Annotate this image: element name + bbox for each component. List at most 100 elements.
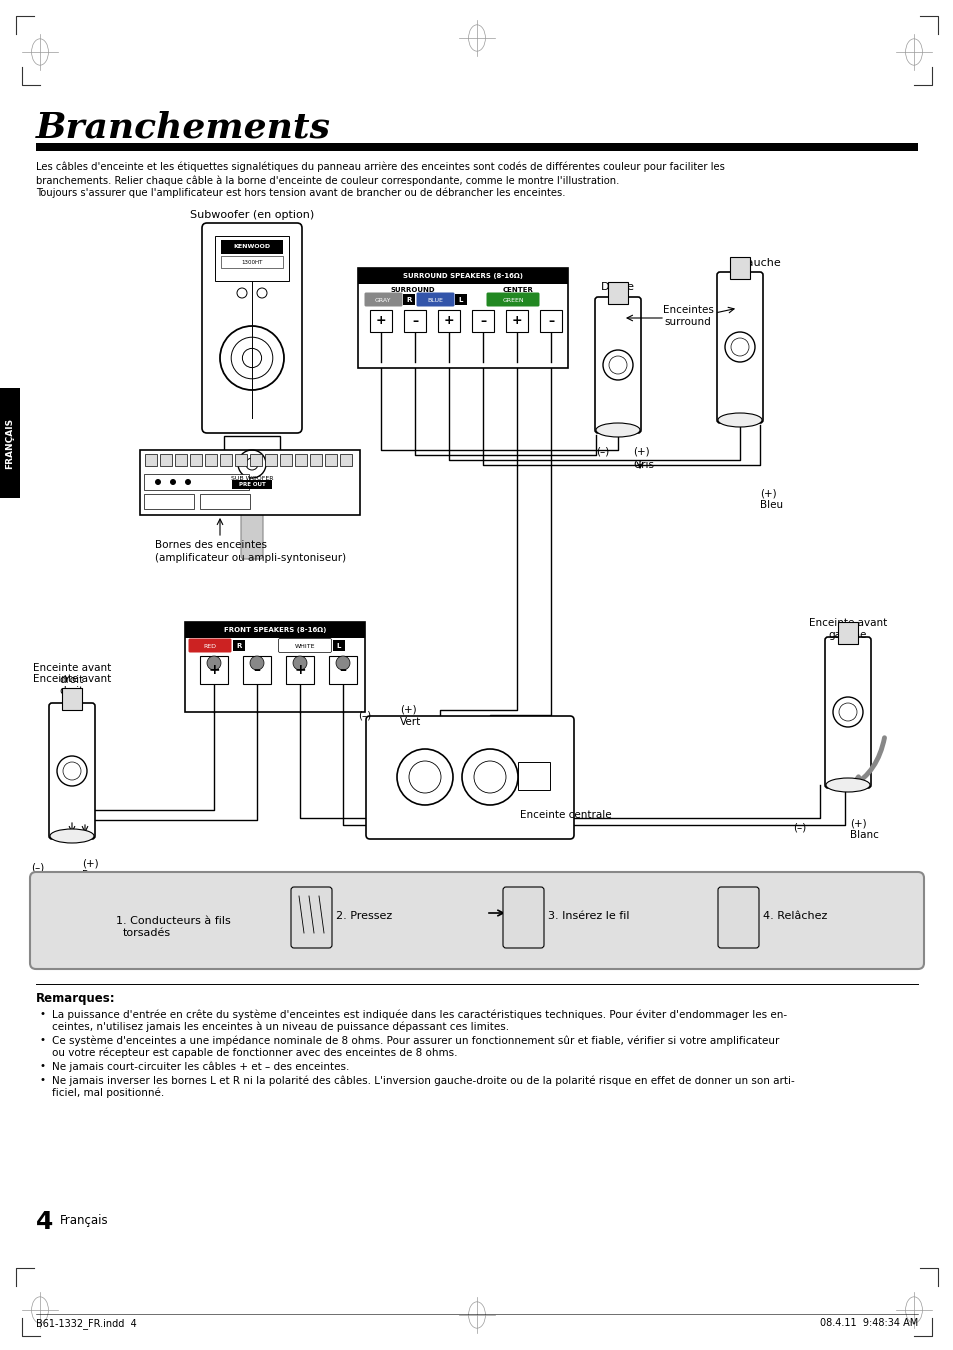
Text: L: L [458, 297, 463, 302]
Text: Remarques:: Remarques: [36, 992, 115, 1004]
Bar [224, 436, 280, 491]
Bar [505, 310, 527, 332]
Text: Ne jamais court-circuiter les câbles + et – des enceintes.: Ne jamais court-circuiter les câbles + e… [52, 1061, 349, 1072]
Bar [36, 143, 917, 151]
Text: Enceinte avant: Enceinte avant [808, 618, 886, 628]
Text: 1. Conducteurs à fils: 1. Conducteurs à fils [116, 917, 231, 926]
Circle shape [335, 656, 350, 670]
Bar [221, 256, 283, 269]
Bar [250, 454, 262, 466]
Text: Toujours s'assurer que l'amplificateur est hors tension avant de brancher ou de : Toujours s'assurer que l'amplificateur e… [36, 188, 565, 198]
Text: Subwoofer (en option): Subwoofer (en option) [190, 211, 314, 220]
Bar [205, 454, 216, 466]
Text: +: + [294, 663, 306, 676]
Bar [221, 240, 283, 254]
Text: Bornes des enceintes: Bornes des enceintes [154, 540, 267, 549]
Text: Droite: Droite [600, 282, 635, 292]
Bar [294, 454, 307, 466]
Bar [232, 481, 272, 489]
Text: B61-1332_FR.indd  4: B61-1332_FR.indd 4 [36, 1318, 136, 1328]
Bar [339, 454, 352, 466]
Bar [190, 454, 202, 466]
Bar [62, 688, 82, 710]
Text: Gauche: Gauche [738, 258, 781, 269]
Text: GREEN: GREEN [501, 297, 523, 302]
Text: (–): (–) [793, 822, 806, 832]
Bar [607, 282, 627, 304]
Bar [200, 656, 228, 684]
FancyBboxPatch shape [502, 887, 543, 948]
Ellipse shape [50, 829, 94, 842]
Bar [140, 450, 359, 514]
Text: Français: Français [60, 1214, 109, 1227]
Text: Enceinte centrale: Enceinte centrale [519, 810, 611, 819]
Text: –: – [412, 315, 417, 328]
FancyBboxPatch shape [49, 703, 95, 838]
Text: La puissance d'entrée en crête du système d'enceintes est indiquée dans les cara: La puissance d'entrée en crête du systèm… [52, 1008, 786, 1019]
Text: (amplificateur ou ampli-syntoniseur): (amplificateur ou ampli-syntoniseur) [154, 554, 346, 563]
Text: 08.4.11  9:48:34 AM: 08.4.11 9:48:34 AM [819, 1318, 917, 1328]
Text: 4: 4 [36, 1210, 53, 1234]
Text: torsadés: torsadés [123, 927, 171, 938]
Text: (+): (+) [849, 818, 865, 828]
Text: gauche: gauche [828, 630, 866, 640]
Text: •: • [40, 1061, 46, 1071]
Text: +: + [443, 315, 454, 328]
Bar [329, 656, 356, 684]
Bar [325, 454, 336, 466]
Bar [333, 640, 345, 651]
Bar [403, 310, 426, 332]
Bar [729, 256, 749, 279]
Text: Enceintes
surround: Enceintes surround [662, 305, 713, 327]
Text: –: – [253, 663, 260, 676]
Circle shape [185, 479, 191, 485]
FancyBboxPatch shape [416, 293, 454, 306]
Ellipse shape [596, 423, 639, 437]
Bar [539, 310, 561, 332]
Bar [370, 310, 392, 332]
Bar [144, 474, 249, 490]
Text: Ce système d'enceintes a une impédance nominale de 8 ohms. Pour assurer un fonct: Ce système d'enceintes a une impédance n… [52, 1035, 779, 1045]
Text: Bleu: Bleu [760, 500, 782, 510]
Text: BLUE: BLUE [427, 297, 442, 302]
Text: (–): (–) [31, 863, 45, 872]
Text: SURROUND SPEAKERS (8-16Ω): SURROUND SPEAKERS (8-16Ω) [402, 273, 522, 279]
FancyBboxPatch shape [364, 293, 402, 306]
Text: branchements. Relier chaque câble à la borne d'enceinte de couleur correspondant: branchements. Relier chaque câble à la b… [36, 176, 618, 185]
Text: Blanc: Blanc [849, 830, 878, 840]
Text: +: + [208, 663, 219, 676]
Ellipse shape [718, 413, 761, 427]
FancyBboxPatch shape [717, 271, 762, 423]
FancyBboxPatch shape [30, 872, 923, 969]
Bar [472, 310, 494, 332]
Text: 3. Insérez le fil: 3. Insérez le fil [547, 911, 629, 921]
Text: GRAY: GRAY [375, 297, 391, 302]
Text: 1300HT: 1300HT [241, 259, 262, 265]
Bar [280, 454, 292, 466]
FancyBboxPatch shape [202, 223, 302, 433]
Text: Enceinte avant
droit: Enceinte avant droit [32, 663, 111, 684]
Text: SURROUND: SURROUND [391, 288, 435, 293]
Text: Branchements: Branchements [36, 109, 331, 144]
FancyBboxPatch shape [366, 716, 574, 838]
Circle shape [170, 479, 175, 485]
Text: (–): (–) [596, 447, 609, 458]
Bar [357, 269, 567, 284]
Bar [174, 454, 187, 466]
Text: Gris: Gris [633, 460, 654, 470]
Ellipse shape [825, 778, 869, 792]
Bar [243, 656, 271, 684]
Text: L: L [336, 643, 341, 649]
Bar [310, 454, 322, 466]
Bar [0, 387, 20, 498]
Text: •: • [40, 1035, 46, 1045]
Bar [234, 454, 247, 466]
Text: RED: RED [203, 644, 216, 648]
Text: –: – [339, 663, 346, 676]
Text: ou votre récepteur est capable de fonctionner avec des enceintes de 8 ohms.: ou votre récepteur est capable de foncti… [52, 1048, 457, 1057]
Text: (+): (+) [760, 487, 776, 498]
Bar [517, 761, 550, 790]
Text: Rouge: Rouge [82, 869, 114, 880]
FancyBboxPatch shape [241, 493, 263, 559]
Circle shape [207, 656, 221, 670]
